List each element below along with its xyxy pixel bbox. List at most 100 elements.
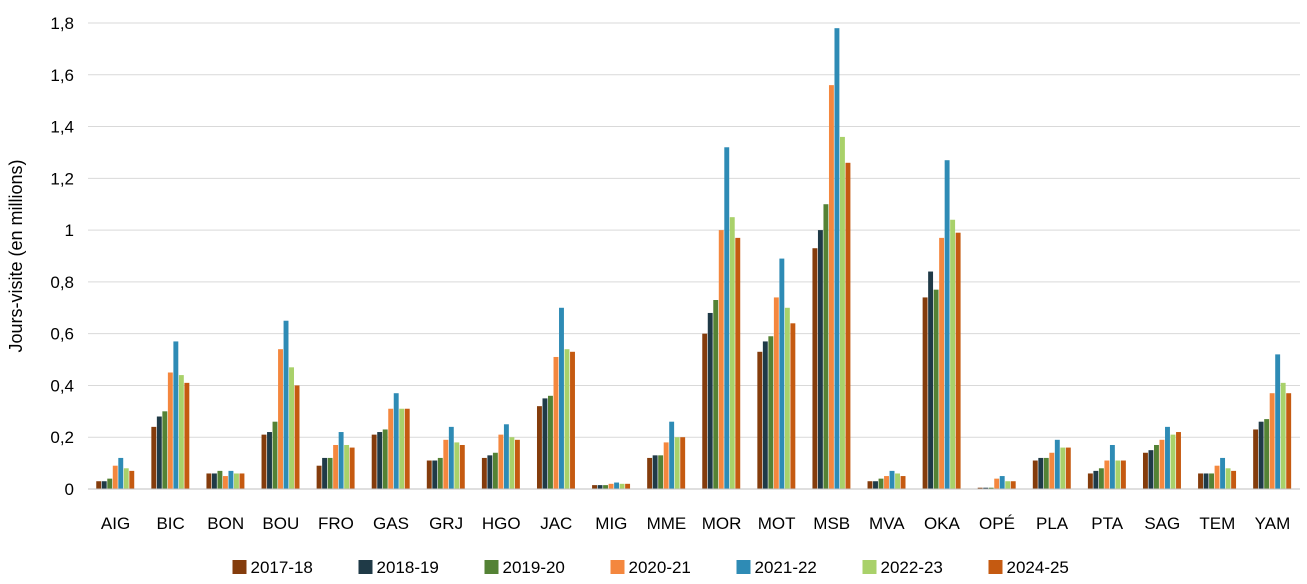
category-group-grj: [426, 426, 465, 489]
bar-tem-2021-22: [1220, 457, 1226, 489]
bar-sag-2019-20: [1154, 444, 1159, 489]
bar-msb-2020-21: [828, 85, 834, 489]
bar-aig-2024-25: [129, 470, 135, 489]
legend-label: 2024-25: [1007, 558, 1069, 577]
x-tick-label: PLA: [1036, 514, 1069, 533]
x-tick-label: FRO: [318, 514, 354, 533]
bar-bou-2018-19: [267, 432, 272, 489]
bar-mor-2021-22: [724, 147, 730, 489]
x-tick-label: GRJ: [429, 514, 463, 533]
bar-yam-2022-23: [1280, 382, 1286, 489]
bar-mva-2017-18: [867, 481, 873, 489]
bar-jac-2020-21: [553, 356, 559, 489]
bar-mig-2018-19: [597, 485, 603, 489]
bar-msb-2019-20: [823, 204, 829, 489]
bar-grj-2024-25: [459, 444, 465, 489]
y-tick-label: 1,8: [50, 14, 74, 33]
x-tick-label: BON: [207, 514, 244, 533]
bar-grj-2019-20: [437, 457, 443, 489]
bar-mva-2022-23: [895, 473, 900, 489]
y-tick-label: 1,4: [50, 118, 74, 137]
bar-tem-2024-25: [1231, 470, 1237, 489]
bar-mme-2018-19: [652, 455, 658, 489]
x-tick-label: HGO: [482, 514, 521, 533]
bar-bon-2021-22: [228, 470, 234, 489]
bar-sag-2024-25: [1176, 432, 1181, 489]
x-tick-label: MSB: [813, 514, 850, 533]
bar-hgo-2021-22: [503, 424, 509, 489]
bar-mme-2020-21: [663, 442, 669, 489]
category-group-mva: [867, 470, 906, 489]
legend-item-2024-25: 2024-25: [988, 558, 1069, 577]
bar-grj-2018-19: [432, 460, 438, 489]
x-tick-label: GAS: [373, 514, 409, 533]
bar-gas-2020-21: [388, 408, 394, 489]
category-group-yam: [1253, 354, 1292, 489]
legend-swatch: [736, 560, 751, 574]
bar-bou-2021-22: [283, 320, 289, 489]
bar-bon-2018-19: [211, 473, 217, 489]
x-tick-label: BIC: [156, 514, 184, 533]
category-group-msb: [812, 28, 851, 490]
bar-bon-2024-25: [239, 473, 245, 489]
bar-sag-2022-23: [1170, 434, 1176, 489]
bar-pla-2018-19: [1038, 457, 1044, 489]
bar-oka-2021-22: [944, 160, 950, 489]
x-tick-label: MIG: [595, 514, 627, 533]
x-tick-label: AIG: [101, 514, 130, 533]
legend-swatch: [610, 560, 625, 574]
x-tick-label: MOR: [702, 514, 742, 533]
bar-sag-2018-19: [1148, 450, 1154, 489]
x-tick-label: OKA: [924, 514, 961, 533]
category-group-mme: [647, 421, 686, 489]
legend-swatch: [358, 560, 373, 574]
bar-grj-2020-21: [443, 439, 449, 489]
bar-sag-2017-18: [1142, 452, 1148, 489]
bar-oka-2020-21: [939, 237, 945, 489]
bar-oka-2019-20: [933, 289, 939, 489]
bar-mot-2017-18: [757, 351, 763, 489]
bar-mot-2024-25: [790, 323, 796, 489]
bar-gas-2022-23: [399, 408, 405, 489]
bar-oka-2017-18: [922, 297, 928, 489]
category-group-aig: [96, 457, 135, 489]
bar-pla-2019-20: [1043, 457, 1049, 489]
bar-msb-2021-22: [834, 28, 840, 490]
bar-yam-2020-21: [1269, 393, 1275, 489]
bar-mor-2020-21: [718, 230, 724, 490]
legend: 2017-18 2018-19 2019-20 2020-21 2021-22 2022-…: [232, 558, 1069, 577]
bar-bou-2024-25: [294, 385, 300, 489]
bar-yam-2017-18: [1253, 429, 1259, 489]
bar-sag-2021-22: [1165, 426, 1170, 489]
x-tick-label: MOT: [758, 514, 796, 533]
bar-yam-2019-20: [1264, 419, 1270, 489]
legend-item-2018-19: 2018-19: [358, 558, 439, 577]
legend-label: 2019-20: [503, 558, 565, 577]
bar-gas-2024-25: [404, 408, 410, 489]
bar-pla-2020-21: [1049, 452, 1055, 489]
bar-bic-2021-22: [173, 341, 179, 489]
category-group-tem: [1198, 457, 1237, 489]
bar-fro-2019-20: [327, 457, 333, 489]
bar-pta-2018-19: [1093, 470, 1099, 489]
bar-fro-2021-22: [338, 432, 344, 489]
bar-hgo-2019-20: [492, 452, 498, 489]
x-tick-label: OPÉ: [979, 514, 1015, 533]
bar-bou-2022-23: [289, 367, 294, 489]
bars: [96, 28, 1292, 490]
bar-pta-2019-20: [1098, 468, 1104, 489]
bar-bic-2019-20: [162, 411, 168, 489]
bar-pta-2020-21: [1104, 460, 1110, 489]
category-group-bic: [151, 341, 190, 489]
bar-pta-2021-22: [1109, 444, 1115, 489]
bar-fro-2022-23: [344, 444, 350, 489]
bar-msb-2022-23: [839, 136, 845, 489]
bar-hgo-2018-19: [487, 455, 493, 489]
legend-item-2021-22: 2021-22: [736, 558, 817, 577]
bar-tem-2019-20: [1209, 473, 1215, 489]
bar-mor-2019-20: [713, 300, 719, 489]
category-group-jac: [536, 307, 575, 489]
bar-mot-2019-20: [768, 336, 774, 489]
bar-pta-2022-23: [1115, 460, 1121, 489]
